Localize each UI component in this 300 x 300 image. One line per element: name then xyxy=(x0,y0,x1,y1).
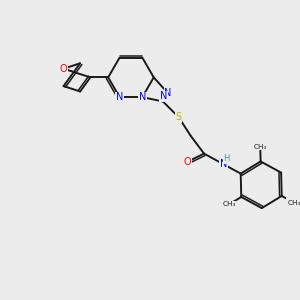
Text: O: O xyxy=(184,157,191,166)
Text: CH₃: CH₃ xyxy=(287,200,300,206)
Text: O: O xyxy=(60,64,68,74)
Text: H: H xyxy=(224,154,230,163)
Text: N: N xyxy=(220,159,227,169)
Text: CH₃: CH₃ xyxy=(222,201,236,207)
Text: N: N xyxy=(164,88,172,98)
Text: S: S xyxy=(176,112,182,122)
Text: N: N xyxy=(139,92,146,102)
Text: CH₃: CH₃ xyxy=(254,144,267,150)
Text: N: N xyxy=(116,92,123,102)
Text: N: N xyxy=(160,91,167,101)
